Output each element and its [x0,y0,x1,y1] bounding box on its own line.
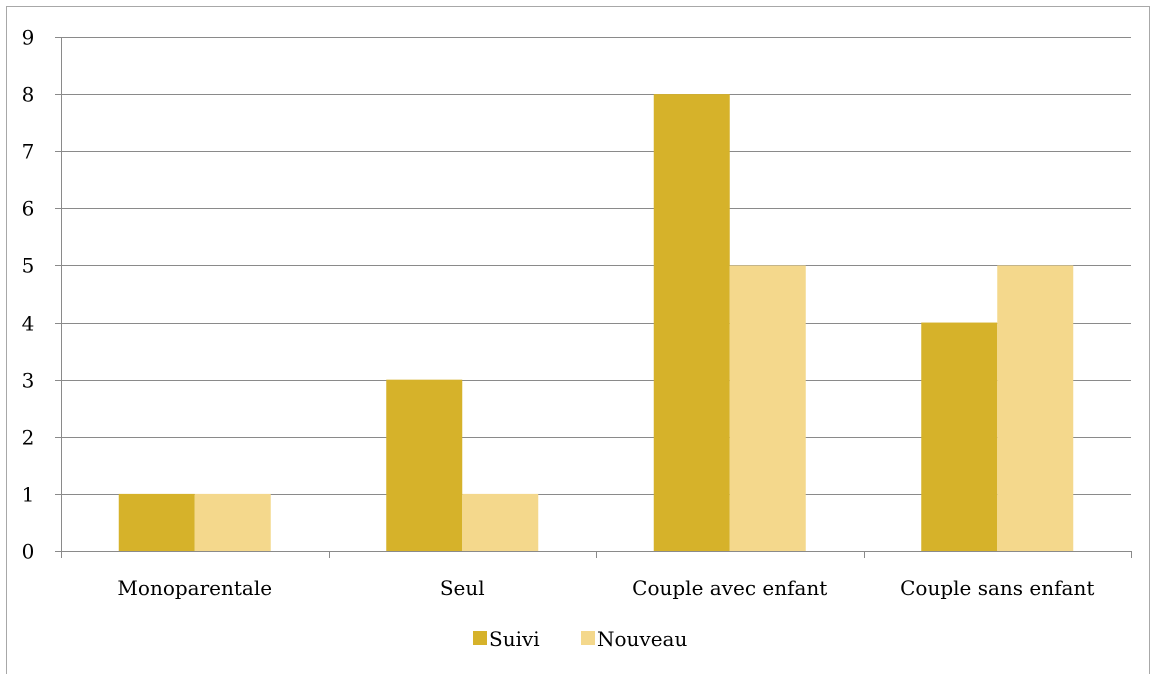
y-tick-label: 0 [22,540,35,564]
bar-nouveau [729,265,806,551]
bar-nouveau [194,493,271,551]
y-tick-label: 6 [22,197,35,221]
y-tick-label: 5 [22,254,35,278]
y-tick-label: 8 [22,83,35,107]
y-tick-label: 9 [22,26,35,50]
x-category-label: Seul [440,576,485,600]
x-category-label: Couple sans enfant [900,576,1094,600]
bar-nouveau [462,493,539,551]
legend-swatch-nouveau [581,631,595,645]
bar-suivi [921,322,998,551]
bar-suivi [386,379,463,551]
x-category-label: Couple avec enfant [632,576,827,600]
legend-label: Suivi [489,627,540,651]
legend-swatch-suivi [473,631,487,645]
y-tick-label: 4 [22,312,35,336]
x-category-label: Monoparentale [117,576,272,600]
bar-suivi [653,94,730,551]
y-tick-label: 3 [22,369,35,393]
chart-frame [6,6,1150,674]
y-tick-label: 7 [22,140,35,164]
legend-label: Nouveau [597,627,687,651]
y-tick-label: 1 [22,483,35,507]
y-tick-label: 2 [22,426,35,450]
bar-suivi [118,493,195,551]
bar-nouveau [997,265,1074,551]
